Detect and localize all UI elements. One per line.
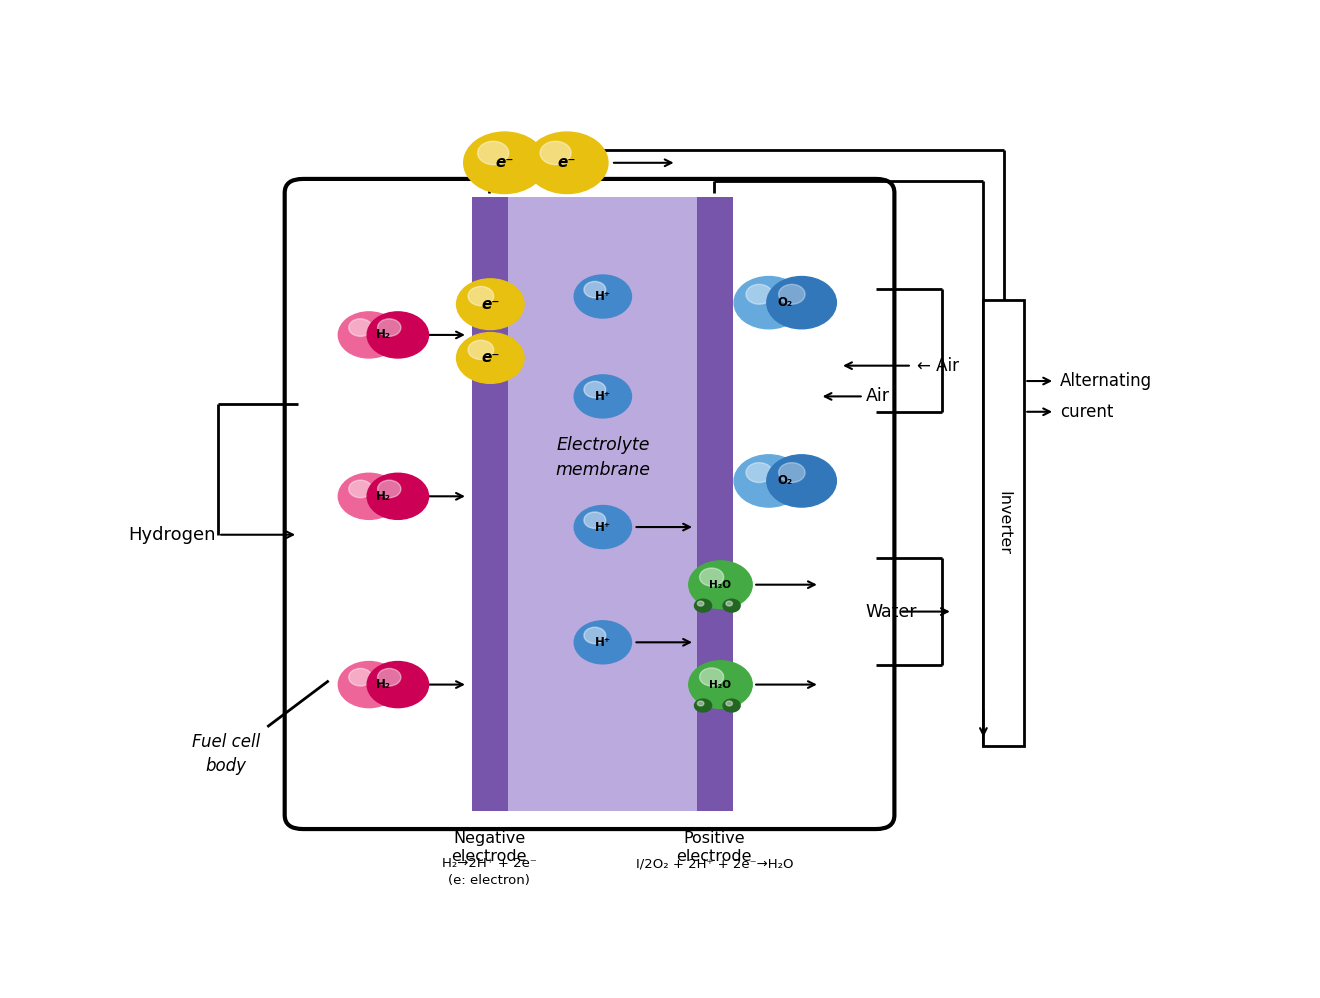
Circle shape [574,375,631,418]
Circle shape [734,276,804,328]
Circle shape [457,278,524,329]
Circle shape [697,601,704,606]
Circle shape [697,701,704,706]
Text: Hydrogen: Hydrogen [128,526,216,544]
Circle shape [583,381,606,397]
FancyBboxPatch shape [285,179,895,829]
Circle shape [463,132,545,194]
Circle shape [338,312,400,358]
Circle shape [338,473,400,519]
Text: e⁻: e⁻ [558,156,577,171]
Bar [473,197,508,811]
Circle shape [457,332,524,383]
Text: Negative
electrode: Negative electrode [451,830,527,864]
Text: H⁺: H⁺ [595,290,611,303]
Text: Air: Air [866,387,890,405]
Text: Inverter: Inverter [997,491,1011,555]
Circle shape [689,561,752,609]
Circle shape [348,480,372,498]
Circle shape [583,628,606,644]
Circle shape [734,455,804,507]
Text: H⁺: H⁺ [595,521,611,534]
Circle shape [700,568,723,586]
Circle shape [746,284,772,304]
Text: Electrolyte
membrane: Electrolyte membrane [556,436,651,479]
Text: H₂O: H₂O [709,580,731,590]
Circle shape [378,480,401,498]
Text: H⁺: H⁺ [595,390,611,403]
Text: curent: curent [1060,403,1114,421]
Circle shape [348,669,372,686]
Circle shape [348,318,372,336]
Circle shape [367,662,429,708]
Text: e⁻: e⁻ [480,350,499,365]
Circle shape [540,142,572,165]
Circle shape [779,463,805,482]
Text: (e: electron): (e: electron) [449,874,531,887]
Circle shape [723,700,741,712]
Circle shape [726,701,733,706]
Circle shape [574,275,631,318]
Circle shape [779,284,805,304]
Circle shape [378,669,401,686]
Circle shape [583,512,606,528]
Circle shape [700,668,723,686]
Circle shape [367,312,429,358]
Text: O₂: O₂ [777,296,793,309]
Circle shape [723,599,741,612]
Text: H₂: H₂ [376,678,391,691]
Text: Water: Water [866,603,917,621]
Text: H₂: H₂ [376,490,391,503]
Circle shape [574,506,631,549]
Text: I/2O₂ + 2H⁺ + 2e⁻→H₂O: I/2O₂ + 2H⁺ + 2e⁻→H₂O [636,857,793,870]
Circle shape [694,599,711,612]
Circle shape [726,601,733,606]
Bar [508,197,697,811]
Circle shape [469,286,494,305]
Circle shape [338,662,400,708]
Text: Fuel cell
body: Fuel cell body [193,733,260,774]
Circle shape [583,281,606,297]
Circle shape [367,473,429,519]
Circle shape [694,700,711,712]
Circle shape [767,455,837,507]
Bar [983,300,1024,747]
Circle shape [378,318,401,336]
Text: H₂: H₂ [376,328,391,341]
Circle shape [469,340,494,359]
Text: Positive
electrode: Positive electrode [677,830,752,864]
Circle shape [527,132,609,194]
Text: e⁻: e⁻ [480,296,499,311]
Circle shape [574,621,631,664]
Text: Alternating: Alternating [1060,372,1152,390]
Circle shape [478,142,508,165]
Circle shape [746,463,772,482]
Text: O₂: O₂ [777,474,793,487]
Bar [697,197,733,811]
Text: e⁻: e⁻ [495,156,513,171]
Circle shape [767,276,837,328]
Circle shape [689,661,752,709]
Text: H₂→2H⁺ + 2e⁻: H₂→2H⁺ + 2e⁻ [442,857,537,870]
Text: H₂O: H₂O [709,680,731,690]
Text: ← Air: ← Air [917,356,958,374]
Text: H⁺: H⁺ [595,636,611,649]
